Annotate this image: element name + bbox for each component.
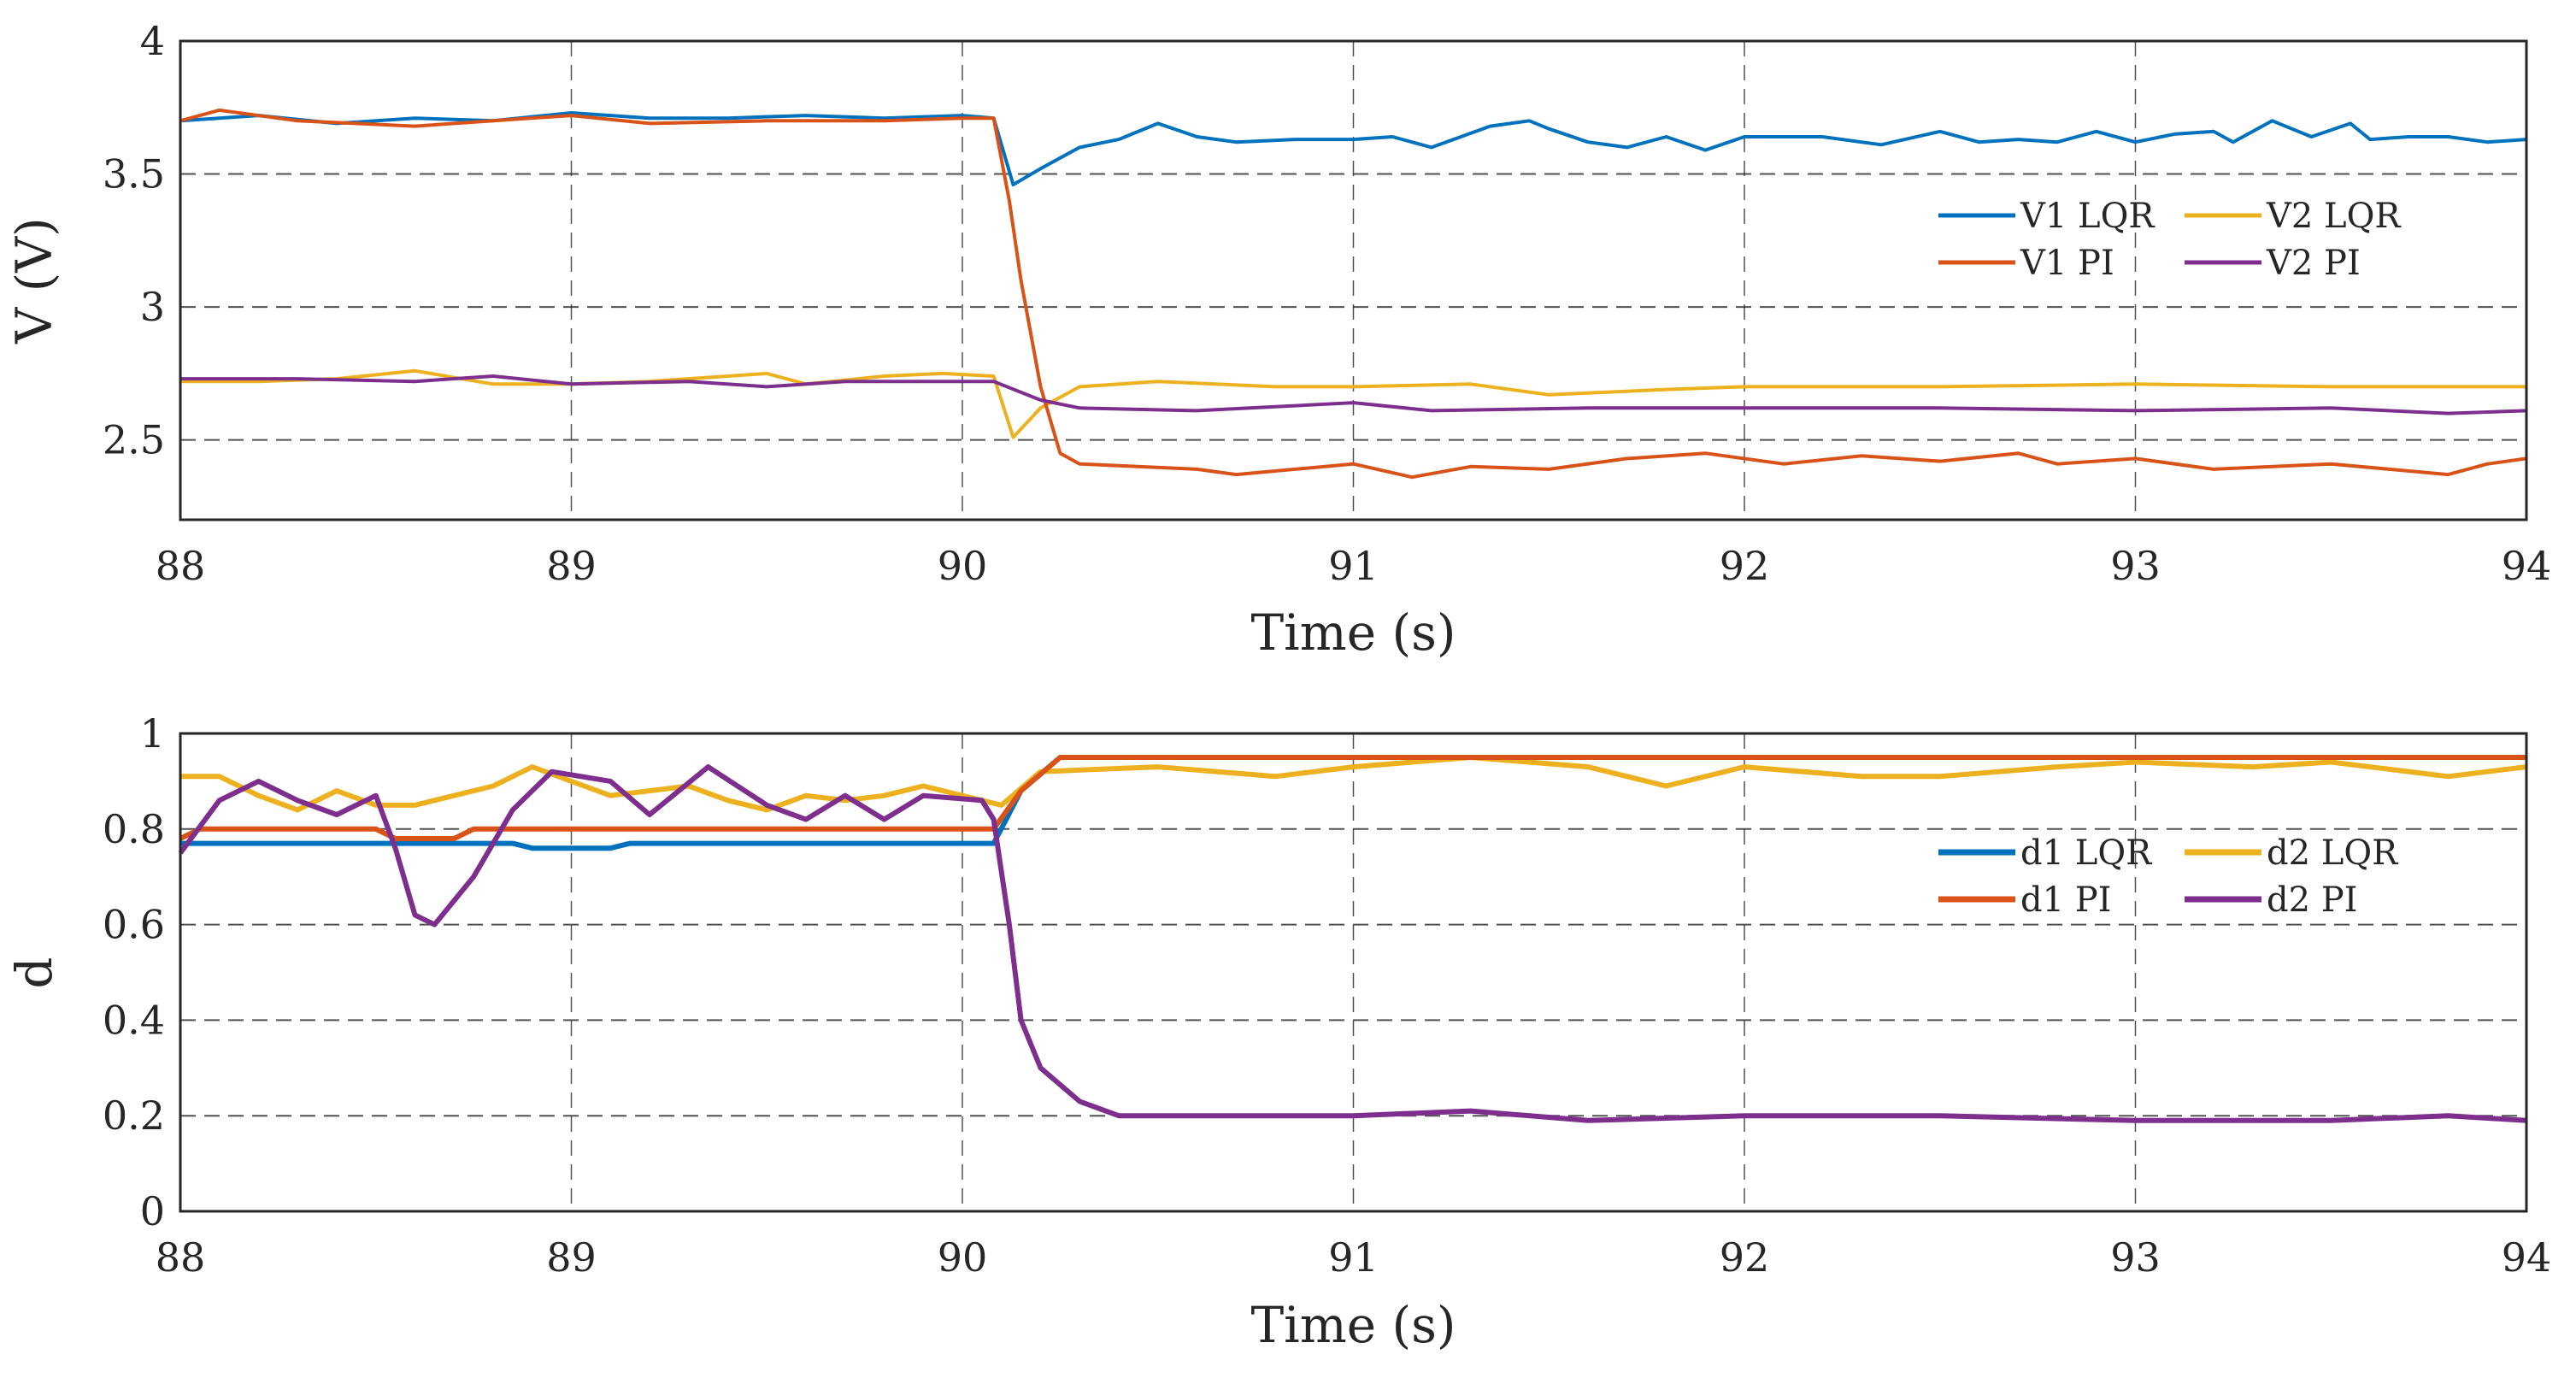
legend-label: d1 LQR [2020,833,2153,873]
legend-label: V1 LQR [2020,197,2155,236]
x-tick-label: 88 [156,543,206,589]
series-line-d2-lqr [180,755,2527,813]
y-tick-label: 4 [140,18,165,64]
legend-label: V2 PI [2266,244,2361,283]
chart-panel-2: 88 89 90 91 92 93 94 0 0.2 0.4 0.6 0.8 1 Time (s) d d1 … [5,710,2551,1354]
series-line-v1-lqr [179,111,2527,186]
series-line-v2-lqr [180,368,2526,439]
y-tick-label: 0 [140,1188,165,1234]
y-tick-label: 3.5 [103,151,165,197]
series-line-v1-pi [179,108,2527,480]
series-line-d1-pi [179,755,2526,841]
x-tick-label: 92 [1720,543,1770,589]
axes-box [179,39,2528,521]
legend-item: d2 LQR [2185,833,2399,873]
legend-label: d2 PI [2267,880,2357,920]
legend: V1 LQR V2 LQR V1 PI V2 PI [1938,197,2402,283]
x-tick-label: 93 [2110,543,2161,589]
legend-label: d1 PI [2020,880,2111,920]
legend-item: V1 PI [1938,244,2114,283]
legend-label: V1 PI [2020,244,2114,283]
x-tick-label: 94 [2502,543,2552,589]
axes-box [179,732,2528,1213]
x-tick-label: 91 [1328,1234,1379,1281]
series-line-v2-pi [180,374,2527,415]
y-axis-label: d [5,957,63,988]
y-tick-label: 0.8 [103,806,165,852]
legend-item: V2 PI [2185,244,2361,283]
x-axis-label: Time (s) [1250,1296,1456,1354]
x-tick-label: 90 [938,1234,988,1281]
x-tick-label: 94 [2502,1234,2552,1281]
x-axis-label: Time (s) [1250,604,1456,662]
y-tick-label: 0.4 [103,997,165,1043]
x-tick-label: 92 [1720,1234,1770,1281]
series-line-d2-pi [178,764,2527,1123]
legend-item: d1 PI [1938,880,2111,920]
y-tick-label: 0.2 [103,1092,165,1139]
legend-item: d2 PI [2185,880,2357,920]
x-tick-label: 88 [156,1234,206,1281]
legend-item: V1 LQR [1938,197,2155,236]
legend-label: V2 LQR [2266,197,2402,236]
plot-area [180,733,2526,1211]
y-tick-label: 3 [140,284,165,330]
legend-item: V2 LQR [2185,197,2402,236]
x-tick-label: 89 [546,543,597,589]
y-tick-label: 1 [140,710,165,757]
y-axis-label: V (V) [5,217,63,344]
y-tick-label: 0.6 [103,902,165,948]
legend: d1 LQR d2 LQR d1 PI d2 PI [1938,833,2399,920]
chart-panel-1: 88 89 90 91 92 93 94 2.5 3 3.5 4 Time (s) V (V) V1 LQ… [5,18,2551,662]
x-tick-label: 89 [546,1234,597,1281]
x-tick-label: 90 [938,543,988,589]
y-tick-label: 2.5 [103,417,165,463]
legend-item: d1 LQR [1938,833,2153,873]
x-tick-label: 91 [1328,543,1379,589]
legend-label: d2 LQR [2267,833,2399,873]
x-tick-label: 93 [2110,1234,2161,1281]
